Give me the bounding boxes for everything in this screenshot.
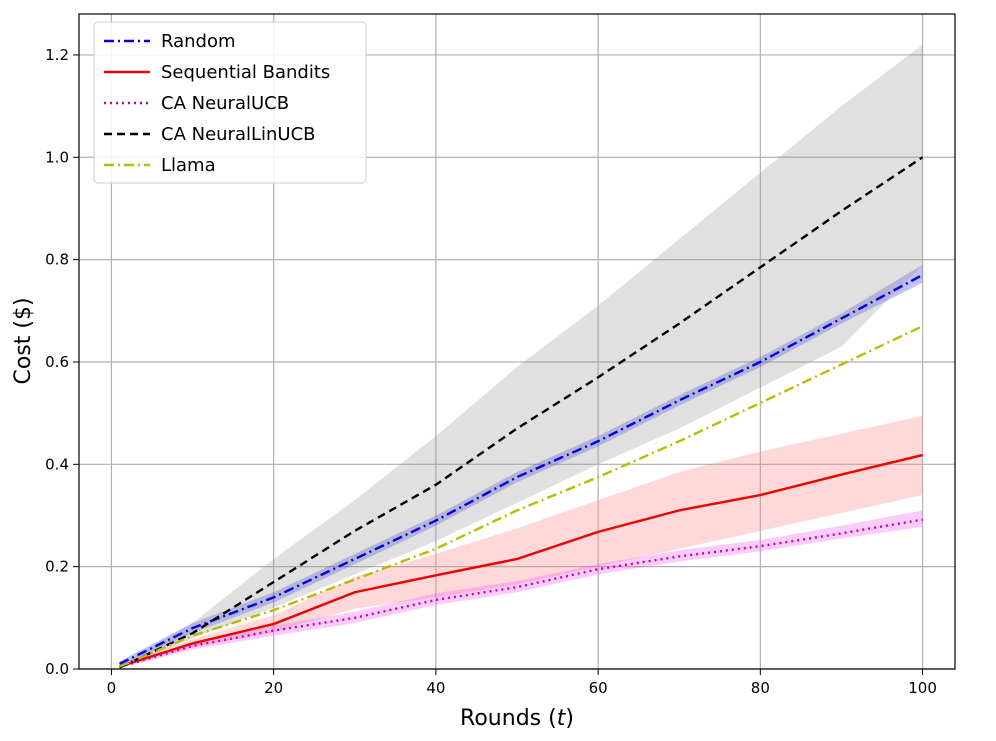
x-tick-label: 100 [908,679,937,697]
ca-neuralucb-band [119,510,923,668]
llama-line [119,325,924,668]
y-tick-label: 0.8 [45,251,69,269]
y-tick-label: 0.4 [45,455,69,473]
y-axis-label: Cost ($) [11,297,36,384]
x-axis-ticks: 0 20 40 60 80 100 [107,669,937,697]
plot-frame [78,13,956,670]
legend-label-ca-neuralucb: CA NeuralUCB [161,93,289,114]
ca-neurallinucb-line [119,156,924,669]
sequential-bandits-line [119,453,923,668]
legend-label-ca-neurallinucb: CA NeuralLinUCB [161,124,316,145]
legend-label-llama: Llama [161,155,216,176]
y-tick-label: 0.6 [45,353,69,371]
y-tick-label: 0.2 [45,558,69,576]
legend: Random Sequential Bandits CA NeuralUCB CA N… [93,21,367,184]
x-axis-label: Rounds (t) [460,706,574,731]
legend-label-sequential-bandits: Sequential Bandits [161,62,330,83]
x-tick-label: 0 [107,679,117,697]
x-tick-label: 20 [264,679,283,697]
y-tick-label: 0.0 [45,660,69,678]
y-axis-ticks: 0.0 0.2 0.4 0.6 0.8 1.0 1.2 [45,46,79,678]
x-tick-label: 60 [589,679,608,697]
y-tick-label: 1.0 [45,148,69,166]
x-tick-label: 40 [426,679,445,697]
ca-neurallinucb-band [119,44,923,669]
grid-lines [79,14,955,670]
x-tick-label: 80 [751,679,770,697]
y-tick-label: 1.2 [45,46,69,64]
series-lines [119,156,924,669]
legend-box [93,21,367,184]
legend-label-random: Random [161,31,236,52]
